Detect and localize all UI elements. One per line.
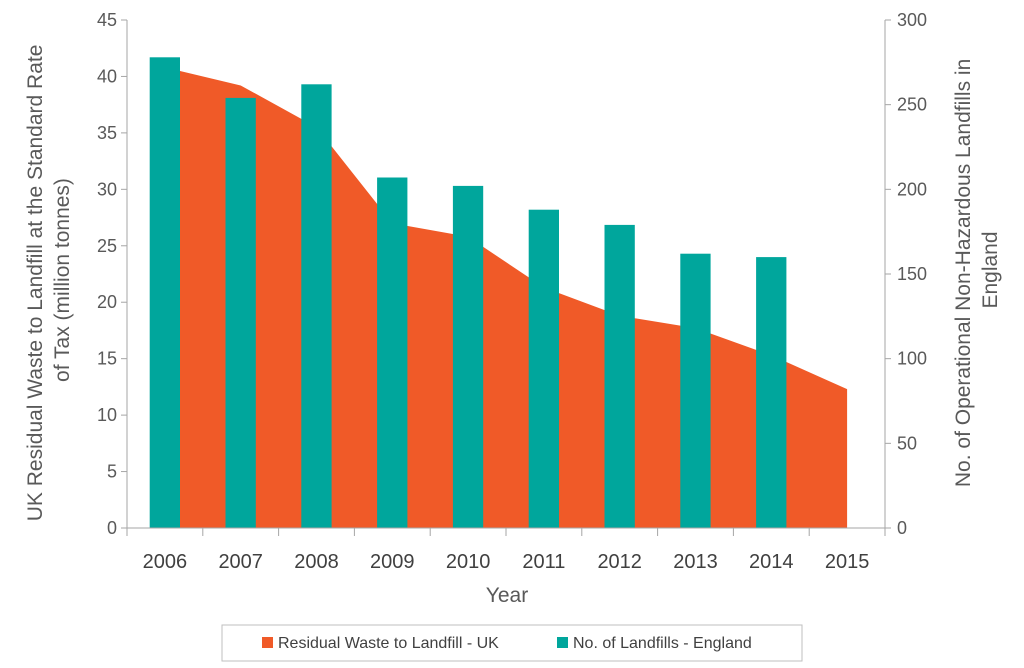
landfills-bar-2007: [225, 97, 256, 529]
right-tick-label: 200: [897, 179, 927, 199]
x-tick-label-2008: 2008: [294, 551, 339, 573]
x-tick-label-2007: 2007: [218, 551, 263, 573]
left-tick-label: 10: [97, 405, 117, 425]
landfills-bar-2012: [604, 224, 635, 528]
landfills-bar-2014: [756, 257, 787, 528]
right-axis-title-line-1: No. of Operational Non-Hazardous Landfil…: [952, 59, 975, 487]
right-tick-label: 100: [897, 349, 927, 369]
right-tick-label: 300: [897, 10, 927, 30]
x-tick-label-2010: 2010: [446, 551, 491, 573]
left-tick-label: 25: [97, 236, 117, 256]
x-tick-label-2009: 2009: [370, 551, 415, 573]
right-tick-label: 0: [897, 518, 907, 538]
landfills-bar-2013: [680, 253, 711, 528]
legend-swatch-waste: [262, 637, 273, 648]
right-axis-title-line-2: England: [979, 231, 1002, 308]
x-axis-title: Year: [486, 584, 528, 607]
landfills-bar-2009: [377, 177, 408, 528]
left-tick-label: 0: [107, 518, 117, 538]
legend-box: [221, 624, 803, 662]
left-tick-label: 5: [107, 462, 117, 482]
left-tick-label: 30: [97, 179, 117, 199]
left-tick-label: 40: [97, 66, 117, 86]
x-tick-label-2012: 2012: [597, 551, 642, 573]
legend-swatch-landfills: [557, 637, 568, 648]
legend-label-waste: Residual Waste to Landfill - UK: [278, 635, 499, 652]
landfills-bar-2008: [301, 84, 332, 529]
left-tick-label: 15: [97, 349, 117, 369]
left-tick-label: 20: [97, 292, 117, 312]
plot-area: 0 5 10 15 20 25 30 35 40 45 0 50 100 150 200 250 300 2006…: [97, 10, 927, 573]
legend: Residual Waste to Landfill - UK No. of L…: [221, 624, 803, 662]
x-tick-label-2013: 2013: [673, 551, 718, 573]
right-tick-label: 150: [897, 264, 927, 284]
x-tick-label-2006: 2006: [143, 551, 188, 573]
x-tick-label-2014: 2014: [749, 551, 794, 573]
right-tick-label: 250: [897, 95, 927, 115]
right-tick-label: 50: [897, 433, 917, 453]
left-tick-label: 45: [97, 10, 117, 30]
landfills-bar-2010: [452, 185, 484, 528]
left-axis-title-line-1: UK Residual Waste to Landfill at the Sta…: [24, 45, 47, 522]
right-axis-title: No. of Operational Non-Hazardous Landfil…: [952, 53, 1002, 487]
left-axis-title-line-2: of Tax (million tonnes): [51, 178, 74, 382]
legend-label-landfills: No. of Landfills - England: [573, 635, 752, 652]
x-tick-label-2011: 2011: [522, 551, 565, 573]
waste-area-series: [164, 67, 848, 528]
landfills-bar-2006: [149, 57, 180, 529]
left-tick-label: 35: [97, 123, 117, 143]
left-axis-title: UK Residual Waste to Landfill at the Sta…: [24, 39, 74, 522]
landfills-bar-2011: [528, 209, 559, 528]
x-tick-label-2015: 2015: [825, 551, 870, 573]
